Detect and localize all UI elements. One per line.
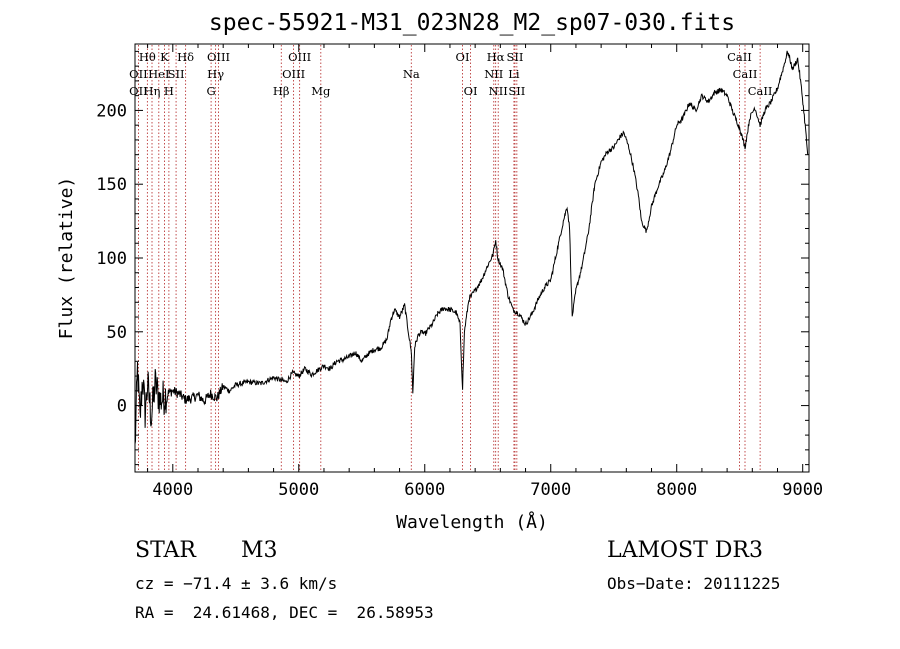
spectral-line-label: Hθ	[139, 50, 156, 64]
y-tick-label: 150	[96, 175, 127, 195]
spectral-line-label: Hγ	[207, 67, 224, 81]
spectral-line-label: OII	[129, 67, 148, 81]
spectral-line-label: K	[160, 50, 169, 64]
redshift-velocity: cz = −71.4 ± 3.6 km/s	[135, 574, 338, 593]
spectral-line-label: Li	[508, 67, 520, 81]
spectral-line-label: G	[206, 84, 215, 98]
x-tick-label: 5000	[278, 480, 319, 500]
y-tick-label: 0	[117, 397, 127, 417]
x-tick-label: 9000	[782, 480, 823, 500]
spectral-line-label: H	[164, 84, 174, 98]
spectrum-line	[134, 50, 809, 444]
object-subclass: M3	[241, 538, 278, 563]
x-tick-label: 6000	[404, 480, 445, 500]
spectral-line-label: OI	[464, 84, 478, 98]
spectral-line-label: Na	[403, 67, 420, 81]
spectral-line-label: OII	[129, 84, 148, 98]
spectral-line-label: CaII	[733, 67, 758, 81]
y-tick-label: 200	[96, 101, 127, 121]
spectral-line-label: CaII	[727, 50, 752, 64]
spectral-line-label: OIII	[207, 50, 230, 64]
x-tick-label: 8000	[656, 480, 697, 500]
spectral-line-label: SII	[506, 50, 523, 64]
y-axis-label: Flux (relative)	[56, 177, 77, 340]
spectral-line-label: Hη	[144, 84, 161, 98]
plot-frame	[134, 43, 810, 473]
spectral-line-label: SII	[168, 67, 185, 81]
x-tick-label: 4000	[152, 480, 193, 500]
spectral-line-label: OI	[456, 50, 470, 64]
spectral-line-label: NII	[484, 67, 503, 81]
chart-title: spec-55921-M31_023N28_M2_sp07-030.fits	[209, 10, 735, 36]
spectral-line-label: HeI	[148, 67, 169, 81]
spectral-line-label: Hα	[487, 50, 505, 64]
spectral-line-label: Hβ	[273, 84, 290, 98]
spectral-line-markers	[138, 45, 761, 471]
observation-date: Obs−Date: 20111225	[607, 574, 781, 593]
spectral-line-label: CaII	[748, 84, 773, 98]
x-tick-label: 7000	[530, 480, 571, 500]
survey-name: LAMOST DR3	[607, 538, 763, 563]
spectral-line-label: Mg	[311, 84, 331, 98]
spectral-line-labels: OII OII Hθ Hη HeI K H SII Hδ G Hγ OIII Hβ OIII OIII Mg N…	[129, 50, 772, 98]
coordinates: RA = 24.61468, DEC = 26.58953	[135, 603, 434, 622]
x-axis-label: Wavelength (Å)	[396, 511, 548, 533]
axis-ticks: 4000 5000 6000 7000 8000 9000 0 50 100 150 200	[96, 44, 823, 500]
y-tick-label: 100	[96, 249, 127, 269]
spectral-line-label: NII	[489, 84, 508, 98]
y-tick-label: 50	[107, 323, 127, 343]
spectral-line-label: Hδ	[177, 50, 194, 64]
spectral-line-label: OIII	[288, 50, 311, 64]
spectral-line-label: SII	[508, 84, 525, 98]
spectral-line-label: OIII	[282, 67, 305, 81]
object-class: STAR	[135, 538, 196, 563]
